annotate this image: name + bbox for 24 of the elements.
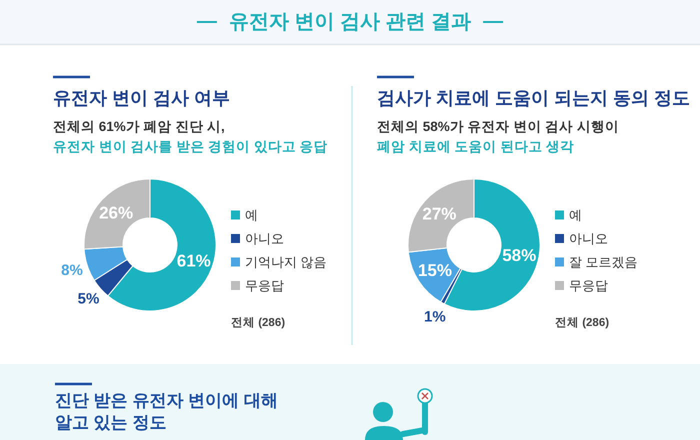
legend-label: 아니오 xyxy=(245,231,284,246)
legend-label: 무응답 xyxy=(569,278,608,293)
legend-label: 예 xyxy=(569,208,582,222)
text: 유전자 변이 검사 관련 결과 xyxy=(228,11,472,33)
text: 진단 받은 유전자 변이에 대해 알고 있는 정도 xyxy=(55,391,278,432)
chart-title: 유전자 변이 검사 여부 xyxy=(53,88,230,108)
data-label: 1% xyxy=(424,308,446,326)
data-label: 26% xyxy=(99,204,134,223)
legend-label: 예 xyxy=(245,208,258,222)
legend-label: 잘 모르겠음 xyxy=(569,254,638,270)
text: 전체 (286) xyxy=(555,316,610,329)
data-label: 15% xyxy=(418,260,452,280)
legend-label: 무응답 xyxy=(245,278,284,293)
data-label: 58% xyxy=(502,246,536,266)
legend-label: 기억나지 않음 xyxy=(245,254,327,270)
chart-title: 검사가 치료에 도움이 되는지 동의 정도 xyxy=(377,88,690,108)
data-label: 27% xyxy=(422,204,456,224)
legend-label: 아니오 xyxy=(569,231,608,246)
chart-subtitle: 전체의 61%가 폐암 진단 시, 유전자 변이 검사를 받은 경험이 있다고 응답 xyxy=(53,119,328,154)
chart-subtitle: 전체의 58%가 유전자 변이 검사 시행이 폐암 치료에 도움이 된다고 생각 xyxy=(377,119,619,154)
text: 전체 (286) xyxy=(231,316,286,329)
data-label: 61% xyxy=(176,251,211,270)
data-label: 5% xyxy=(78,290,100,308)
data-label: 8% xyxy=(61,262,83,279)
